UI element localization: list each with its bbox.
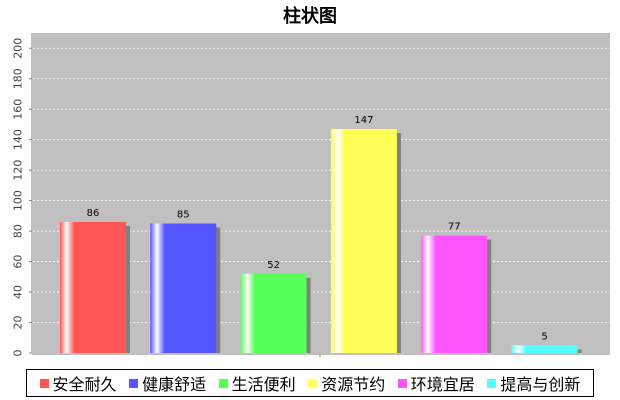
legend-label: 安全耐久 <box>52 375 117 394</box>
bar <box>511 345 578 353</box>
legend-swatch <box>308 378 318 388</box>
y-tick-label: 0 <box>12 350 25 357</box>
legend-item: 安全耐久 <box>39 371 117 395</box>
legend-swatch <box>397 378 407 388</box>
y-tick-label: 60 <box>12 255 25 269</box>
legend-label: 生活便利 <box>231 375 296 394</box>
legend-label: 资源节约 <box>321 375 386 394</box>
bar-value-label: 52 <box>267 260 280 271</box>
y-tick-label: 180 <box>12 68 25 89</box>
bars <box>60 129 582 353</box>
legend-label: 健康舒适 <box>142 375 207 394</box>
legend-item: 资源节约 <box>308 371 385 395</box>
bar <box>240 273 307 353</box>
chart-title: 柱状图 <box>283 6 337 27</box>
bar-value-label: 147 <box>354 115 373 126</box>
bar <box>330 129 397 353</box>
bar-value-label: 86 <box>87 208 100 219</box>
grid-lines <box>33 47 610 323</box>
y-tick-label: 80 <box>12 224 25 238</box>
legend-swatch <box>39 378 49 388</box>
y-tick-label: 120 <box>12 160 25 181</box>
legend-swatch <box>129 378 139 388</box>
y-tick-label: 100 <box>12 190 25 211</box>
legend-item: 生活便利 <box>218 371 296 395</box>
legend-label: 环境宜居 <box>410 375 475 394</box>
legend-swatch <box>218 378 228 388</box>
y-tick-label: 200 <box>12 38 25 59</box>
bar-value-label: 5 <box>541 331 547 342</box>
legend-item: 提高与创新 <box>487 371 580 395</box>
y-axis: 0 20 40 60 80 100 120 140 160 180 200 <box>12 33 610 357</box>
legend-item: 健康舒适 <box>129 371 206 395</box>
bar <box>150 223 217 353</box>
y-tick-label: 20 <box>12 316 25 330</box>
data-labels: 86 85 52 147 77 5 <box>87 115 548 342</box>
legend: 安全耐久 健康舒适 生活便利 资源节约 环境宜居 提高与创新 <box>26 369 594 397</box>
legend-swatch <box>487 378 497 388</box>
bar-value-label: 77 <box>448 222 461 233</box>
y-tick-label: 40 <box>12 285 25 299</box>
y-tick-label: 140 <box>12 129 25 150</box>
y-tick-label: 160 <box>12 99 25 120</box>
legend-label: 提高与创新 <box>500 375 581 394</box>
bar <box>421 235 488 353</box>
bar <box>60 221 126 353</box>
bar-value-label: 85 <box>177 209 190 220</box>
legend-item: 环境宜居 <box>397 371 475 395</box>
